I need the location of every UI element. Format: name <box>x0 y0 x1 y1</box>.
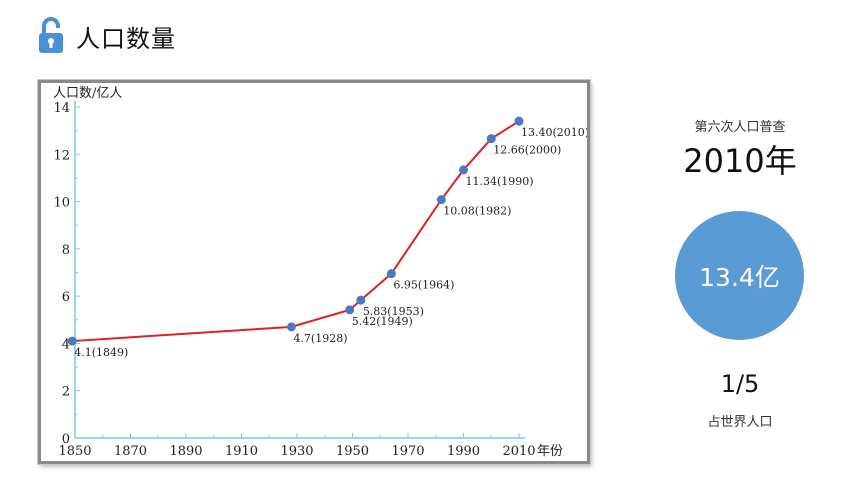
data-point <box>514 116 524 126</box>
y-tick-label: 14 <box>53 101 70 116</box>
x-axis-title: 年份 <box>537 444 563 459</box>
world-share-value: 1/5 <box>720 370 760 398</box>
x-tick-label: 2010 <box>502 444 535 459</box>
data-label: 13.40(2010) <box>521 126 587 139</box>
y-axis-title: 人口数/亿人 <box>53 86 122 101</box>
x-tick-label: 1990 <box>447 444 480 459</box>
x-tick-label: 1890 <box>169 444 202 459</box>
x-tick-label: 1930 <box>280 444 313 459</box>
data-point <box>345 305 355 315</box>
population-circle: 13.4亿 <box>675 211 804 340</box>
y-tick-label: 6 <box>62 290 70 305</box>
y-tick-label: 10 <box>53 196 70 211</box>
data-point <box>486 134 496 144</box>
data-label: 10.08(1982) <box>443 205 511 218</box>
data-label: 12.66(2000) <box>493 144 561 157</box>
census-summary: 第六次人口普查 2010年 13.4亿 1/5 占世界人口 <box>620 0 860 484</box>
y-tick-label: 4 <box>62 337 70 352</box>
data-point <box>436 195 446 205</box>
data-point <box>67 336 77 346</box>
population-chart: 0 2 4 6 8 10 12 14 1850 1870 1890 1910 1930 1950 1970 1… <box>38 80 590 464</box>
x-tick-label: 1970 <box>391 444 424 459</box>
unlocked-padlock-icon <box>39 17 63 53</box>
x-tick-label: 1870 <box>114 444 147 459</box>
chart-canvas: 0 2 4 6 8 10 12 14 1850 1870 1890 1910 1930 1950 1970 1… <box>53 86 587 459</box>
world-share-label: 占世界人口 <box>707 415 773 430</box>
data-point <box>459 165 468 175</box>
x-tick-label: 1850 <box>58 444 91 459</box>
x-tick-label: 1950 <box>336 444 369 459</box>
census-label: 第六次人口普查 <box>694 120 786 135</box>
section-header: 人口数量 <box>38 16 176 56</box>
y-tick-label: 0 <box>62 432 70 447</box>
data-label: 5.83(1953) <box>363 305 424 318</box>
data-label: 11.34(1990) <box>466 175 534 188</box>
data-point <box>356 295 366 305</box>
data-point <box>286 322 296 332</box>
data-label: 6.95(1964) <box>393 279 454 292</box>
data-label: 4.1(1849) <box>74 346 128 359</box>
census-year: 2010年 <box>683 142 797 180</box>
data-label: 5.42(1949) <box>352 315 413 328</box>
population-value: 13.4亿 <box>699 262 780 292</box>
data-label: 4.7(1928) <box>293 332 347 345</box>
y-tick-label: 2 <box>62 385 70 400</box>
section-title: 人口数量 <box>76 24 176 53</box>
x-tick-label: 1910 <box>225 444 258 459</box>
y-tick-label: 12 <box>53 148 70 163</box>
data-point <box>386 269 396 279</box>
population-line <box>72 120 520 343</box>
y-tick-label: 8 <box>62 243 70 258</box>
